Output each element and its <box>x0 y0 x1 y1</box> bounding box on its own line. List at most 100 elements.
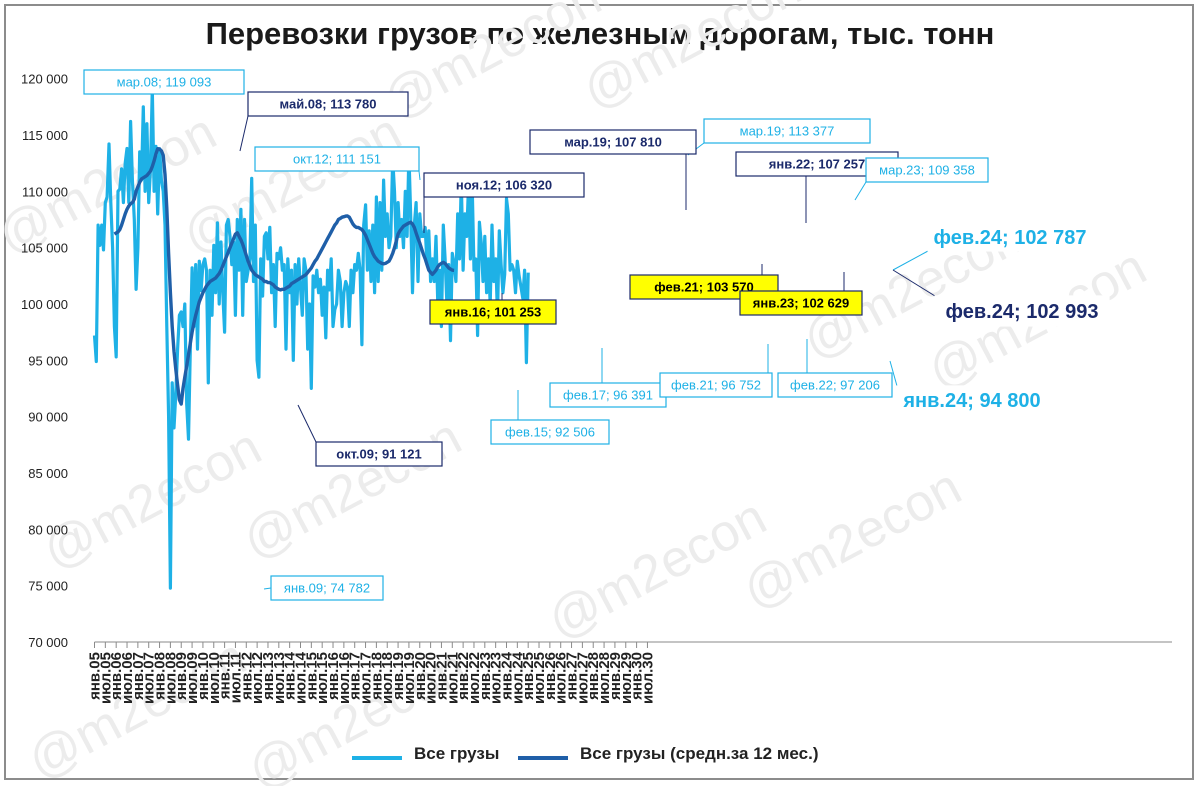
callout-label: ноя.12; 106 320 <box>456 178 552 193</box>
callout-box <box>315 441 443 467</box>
callout-box <box>423 172 585 198</box>
callout-box <box>83 69 245 95</box>
x-tick-label: янв.16 <box>325 652 342 700</box>
callout-label: янв.22; 107 257 <box>769 157 865 172</box>
callout-box <box>896 385 1048 415</box>
callout-light-big: фев.24; 102 787 <box>927 222 1093 252</box>
y-tick-label: 75 000 <box>28 579 68 594</box>
x-tick-label: янв.24 <box>498 651 515 700</box>
callout-yellow: янв.16; 101 253 <box>429 299 557 325</box>
x-tick-label: янв.12 <box>238 652 255 700</box>
x-tick-label: июл.07 <box>141 652 158 704</box>
callout-label: окт.09; 91 121 <box>336 447 421 462</box>
callout-light: янв.09; 74 782 <box>270 575 384 601</box>
callout-light: мар.08; 119 093 <box>83 69 245 95</box>
legend-item-monthly: Все грузы <box>352 744 499 764</box>
callout-box <box>865 157 989 183</box>
x-tick-label: июл.25 <box>531 652 548 704</box>
callout-box <box>739 290 863 316</box>
x-tick-label: янв.10 <box>195 652 212 700</box>
callout-box <box>703 118 871 144</box>
callout-leader <box>297 404 317 443</box>
legend-swatch-avg <box>518 756 568 760</box>
callout-label: янв.23; 102 629 <box>753 296 849 311</box>
callout-light-big: янв.24; 94 800 <box>896 385 1048 415</box>
callout-label: фев.24; 102 993 <box>946 301 1099 323</box>
callout-box <box>927 222 1093 252</box>
y-tick-label: 100 000 <box>21 297 68 312</box>
x-tick-label: июл.09 <box>184 652 201 704</box>
x-tick-label: янв.08 <box>152 652 169 700</box>
callout-label: фев.15; 92 506 <box>505 425 595 440</box>
callout-label: мар.23; 109 358 <box>879 163 975 178</box>
callout-label: янв.09; 74 782 <box>284 581 370 596</box>
callout-box <box>659 372 773 398</box>
callout-label: фев.21; 96 752 <box>671 378 761 393</box>
chart-title: Перевозки грузов по железным дорогам, ты… <box>205 16 995 51</box>
x-tick-label: июл.05 <box>97 652 114 704</box>
callout-box <box>529 129 697 155</box>
series-layer <box>92 87 530 590</box>
callout-box <box>429 299 557 325</box>
x-tick-label: июл.26 <box>553 652 570 704</box>
x-tick-label: июл.16 <box>336 652 353 704</box>
x-tick-label: июл.14 <box>292 651 309 704</box>
legend-swatch-monthly <box>352 756 402 760</box>
callout-label: мар.19; 107 810 <box>564 135 662 150</box>
watermark-text: @m2econ <box>33 418 270 581</box>
x-tick-label: июл.28 <box>596 652 613 704</box>
callout-dark: май.08; 113 780 <box>247 91 409 117</box>
callout-label: мар.19; 113 377 <box>740 124 835 139</box>
series-line-monthly <box>92 87 530 590</box>
x-tick-label: янв.30 <box>629 652 646 700</box>
legend-label-avg: Все грузы (средн.за 12 мес.) <box>580 744 819 763</box>
callout-box <box>254 146 420 172</box>
callout-light: фев.21; 96 752 <box>659 372 773 398</box>
x-tick-label: июл.15 <box>314 652 331 704</box>
x-tick-label: июл.08 <box>162 652 179 704</box>
callout-yellow: янв.23; 102 629 <box>739 290 863 316</box>
x-tick-label: янв.22 <box>455 652 472 700</box>
axes-layer: 70 000 75 000 80 000 85 000 90 000 95 000 100 … <box>21 72 1172 704</box>
x-tick-label: июл.17 <box>358 652 375 704</box>
x-tick-label: июл.12 <box>249 652 266 704</box>
x-tick-label: янв.17 <box>347 652 364 700</box>
legend-item-avg: Все грузы (средн.за 12 мес.) <box>518 744 819 764</box>
callout-label: фев.21; 103 570 <box>654 280 753 295</box>
y-tick-label: 120 000 <box>21 72 68 87</box>
callout-leader <box>892 269 936 297</box>
callout-label: май.08; 113 780 <box>280 97 377 112</box>
x-tick-label: июл.10 <box>206 652 223 704</box>
callout-light: фев.17; 96 391 <box>549 382 667 408</box>
x-tick-label: янв.11 <box>217 652 234 699</box>
x-tick-label: янв.27 <box>564 652 581 700</box>
y-tick-label: 95 000 <box>28 353 68 368</box>
x-tick-label: янв.15 <box>303 652 320 700</box>
x-tick-label: янв.26 <box>542 652 559 700</box>
callout-box <box>777 372 893 398</box>
x-tick-label: янв.05 <box>87 652 104 700</box>
x-tick-label: июл.21 <box>444 652 461 704</box>
x-tick-label: янв.20 <box>412 652 429 700</box>
callout-label: фев.22; 97 206 <box>790 378 880 393</box>
x-tick-label: июл.11 <box>227 652 244 703</box>
y-tick-label: 80 000 <box>28 522 68 537</box>
series-line-average <box>113 146 455 406</box>
callout-leader <box>239 115 249 152</box>
y-tick-label: 85 000 <box>28 466 68 481</box>
callout-label: фев.24; 102 787 <box>934 227 1087 249</box>
callout-dark-big: фев.24; 102 993 <box>934 295 1110 327</box>
x-tick-label: янв.19 <box>390 652 407 700</box>
callout-label: окт.12; 111 151 <box>293 152 381 167</box>
y-tick-label: 90 000 <box>28 410 68 425</box>
callout-dark: мар.19; 107 810 <box>529 129 697 155</box>
x-tick-label: янв.23 <box>477 652 494 700</box>
callout-leader <box>892 250 929 271</box>
x-tick-label: янв.06 <box>108 652 125 700</box>
callout-leader <box>854 181 867 201</box>
x-tick-label: янв.28 <box>585 652 602 700</box>
callout-leader <box>418 170 421 181</box>
callout-light: фев.22; 97 206 <box>777 372 893 398</box>
callout-light: окт.12; 111 151 <box>254 146 420 172</box>
x-tick-label: янв.13 <box>260 652 277 700</box>
